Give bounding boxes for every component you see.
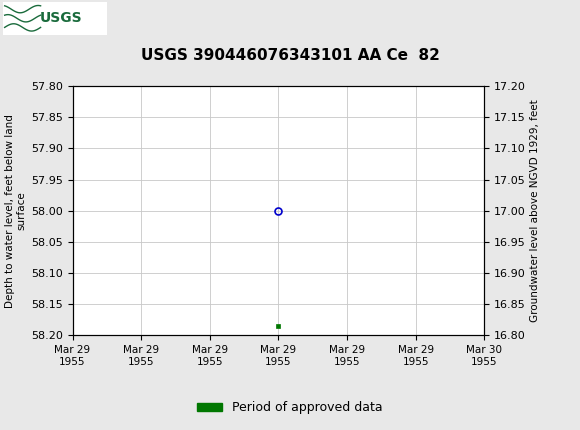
Text: USGS 390446076343101 AA Ce  82: USGS 390446076343101 AA Ce 82 (140, 49, 440, 63)
Y-axis label: Depth to water level, feet below land
surface: Depth to water level, feet below land su… (5, 114, 27, 307)
Text: USGS: USGS (39, 11, 82, 25)
Y-axis label: Groundwater level above NGVD 1929, feet: Groundwater level above NGVD 1929, feet (530, 99, 540, 322)
FancyBboxPatch shape (3, 2, 107, 35)
Legend: Period of approved data: Period of approved data (192, 396, 388, 419)
